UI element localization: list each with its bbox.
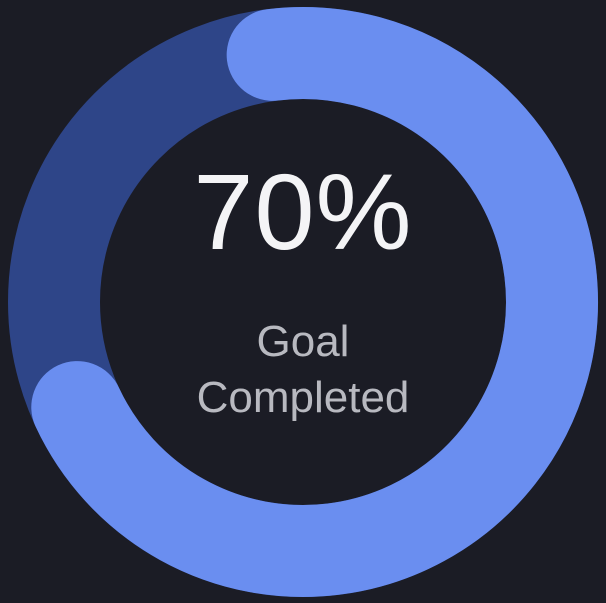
progress-ring-fill	[8, 7, 598, 597]
